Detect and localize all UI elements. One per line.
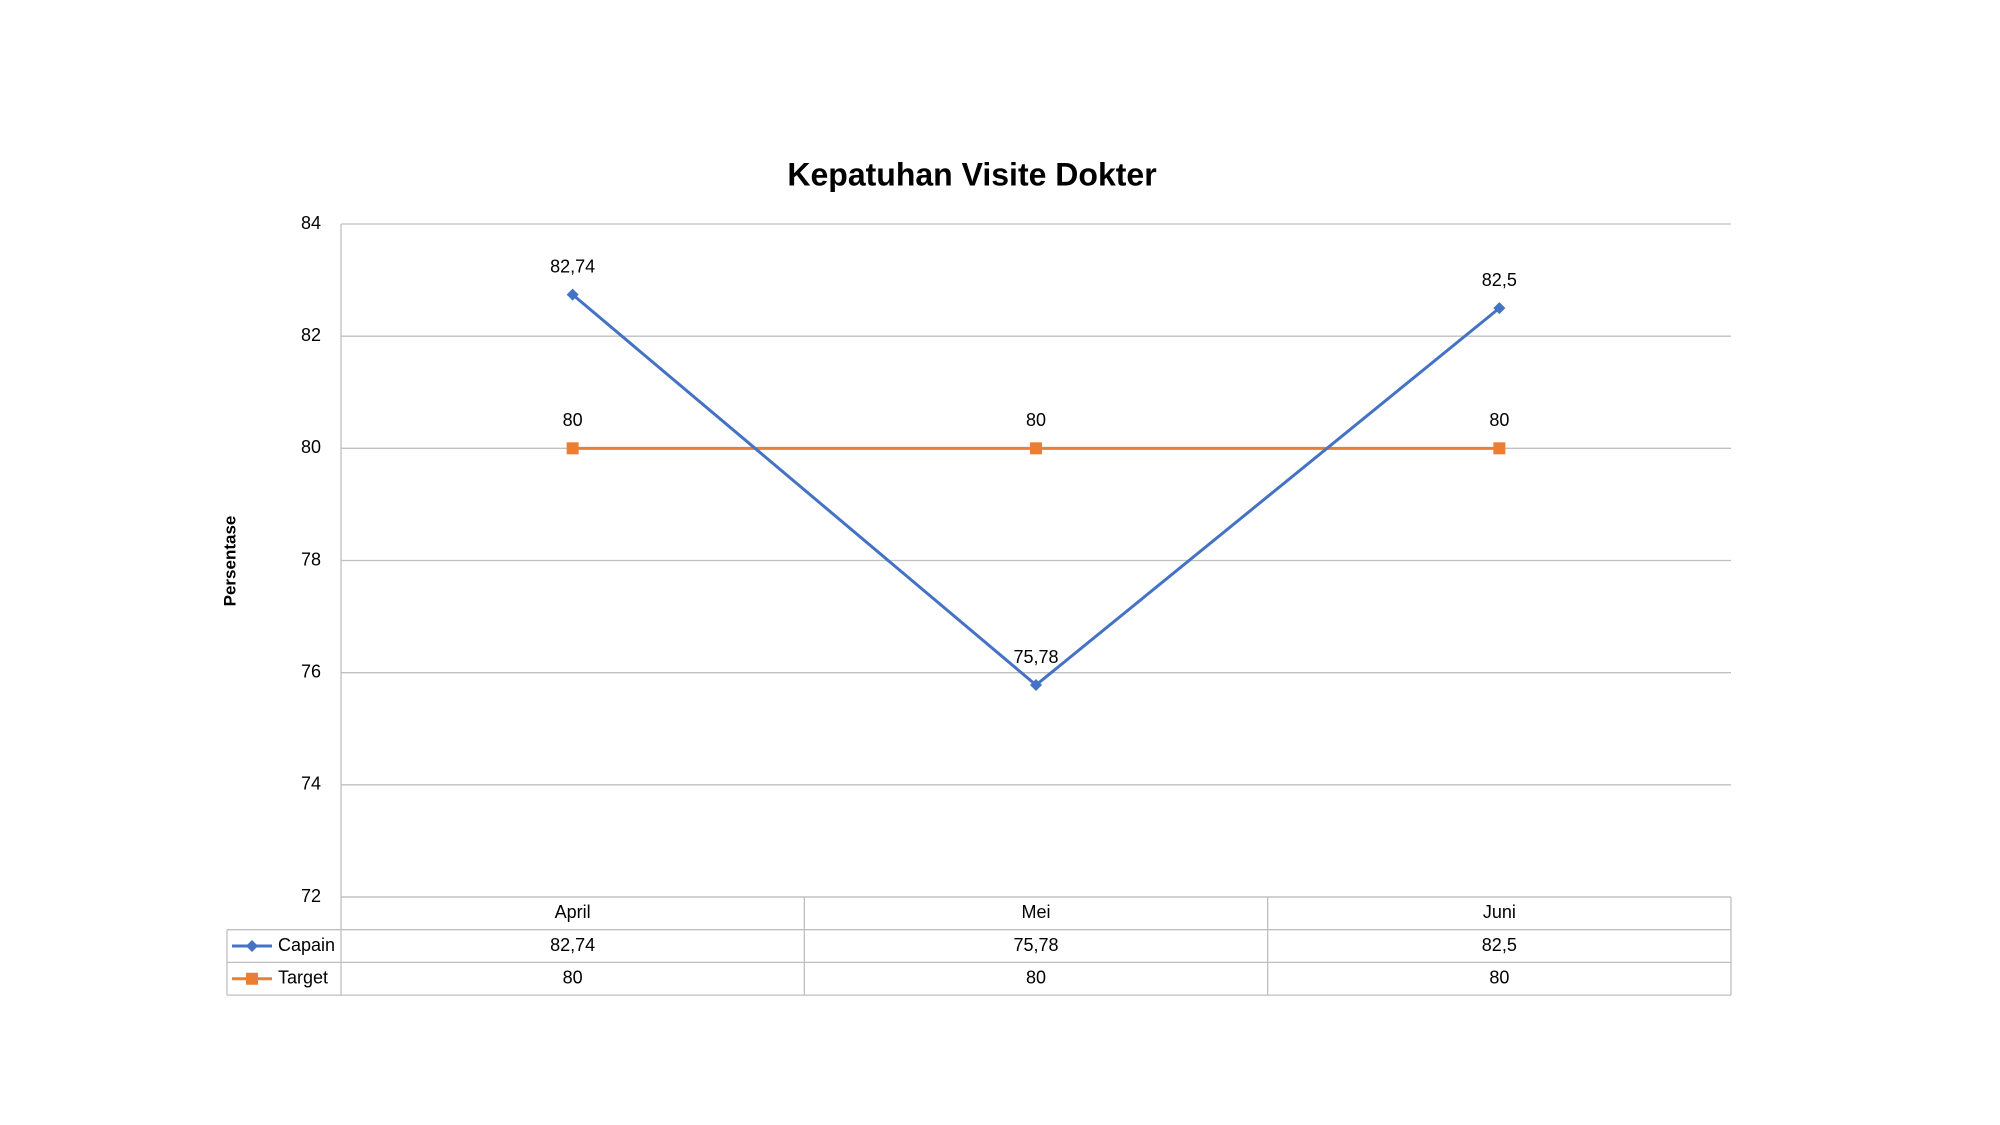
- table-value: 80: [1489, 968, 1509, 988]
- data-label: 82,74: [550, 256, 595, 276]
- table-value: 80: [563, 968, 583, 988]
- legend-label: Target: [278, 968, 328, 988]
- y-tick-label: 78: [301, 549, 321, 569]
- table-value: 82,5: [1482, 935, 1517, 955]
- legend-label: Capain: [278, 935, 335, 955]
- y-tick-label: 74: [301, 774, 321, 794]
- marker: [1030, 679, 1042, 692]
- marker: [566, 442, 579, 455]
- marker: [566, 288, 579, 301]
- x-tick-label: Juni: [1483, 902, 1516, 922]
- table-value: 75,78: [1013, 935, 1058, 955]
- data-label: 75,78: [1013, 647, 1058, 667]
- y-tick-label: 80: [301, 437, 321, 457]
- y-tick-label: 72: [301, 886, 321, 906]
- x-tick-label: Mei: [1021, 902, 1050, 922]
- data-label: 80: [563, 410, 583, 430]
- legend-marker: [246, 940, 258, 953]
- table-value: 82,74: [550, 935, 595, 955]
- marker: [1493, 302, 1506, 315]
- x-tick-label: April: [555, 902, 591, 922]
- marker: [1493, 442, 1506, 455]
- y-tick-label: 82: [301, 325, 321, 345]
- marker: [1030, 442, 1042, 455]
- y-tick-label: 84: [301, 213, 321, 233]
- legend-marker: [246, 972, 258, 985]
- y-tick-label: 76: [301, 661, 321, 681]
- data-label: 80: [1489, 410, 1509, 430]
- data-label: 80: [1026, 410, 1046, 430]
- table-value: 80: [1026, 968, 1046, 988]
- chart-title: Kepatuhan Visite Dokter: [787, 156, 1156, 192]
- data-label: 82,5: [1482, 270, 1517, 290]
- y-axis-label: Persentase: [220, 516, 239, 607]
